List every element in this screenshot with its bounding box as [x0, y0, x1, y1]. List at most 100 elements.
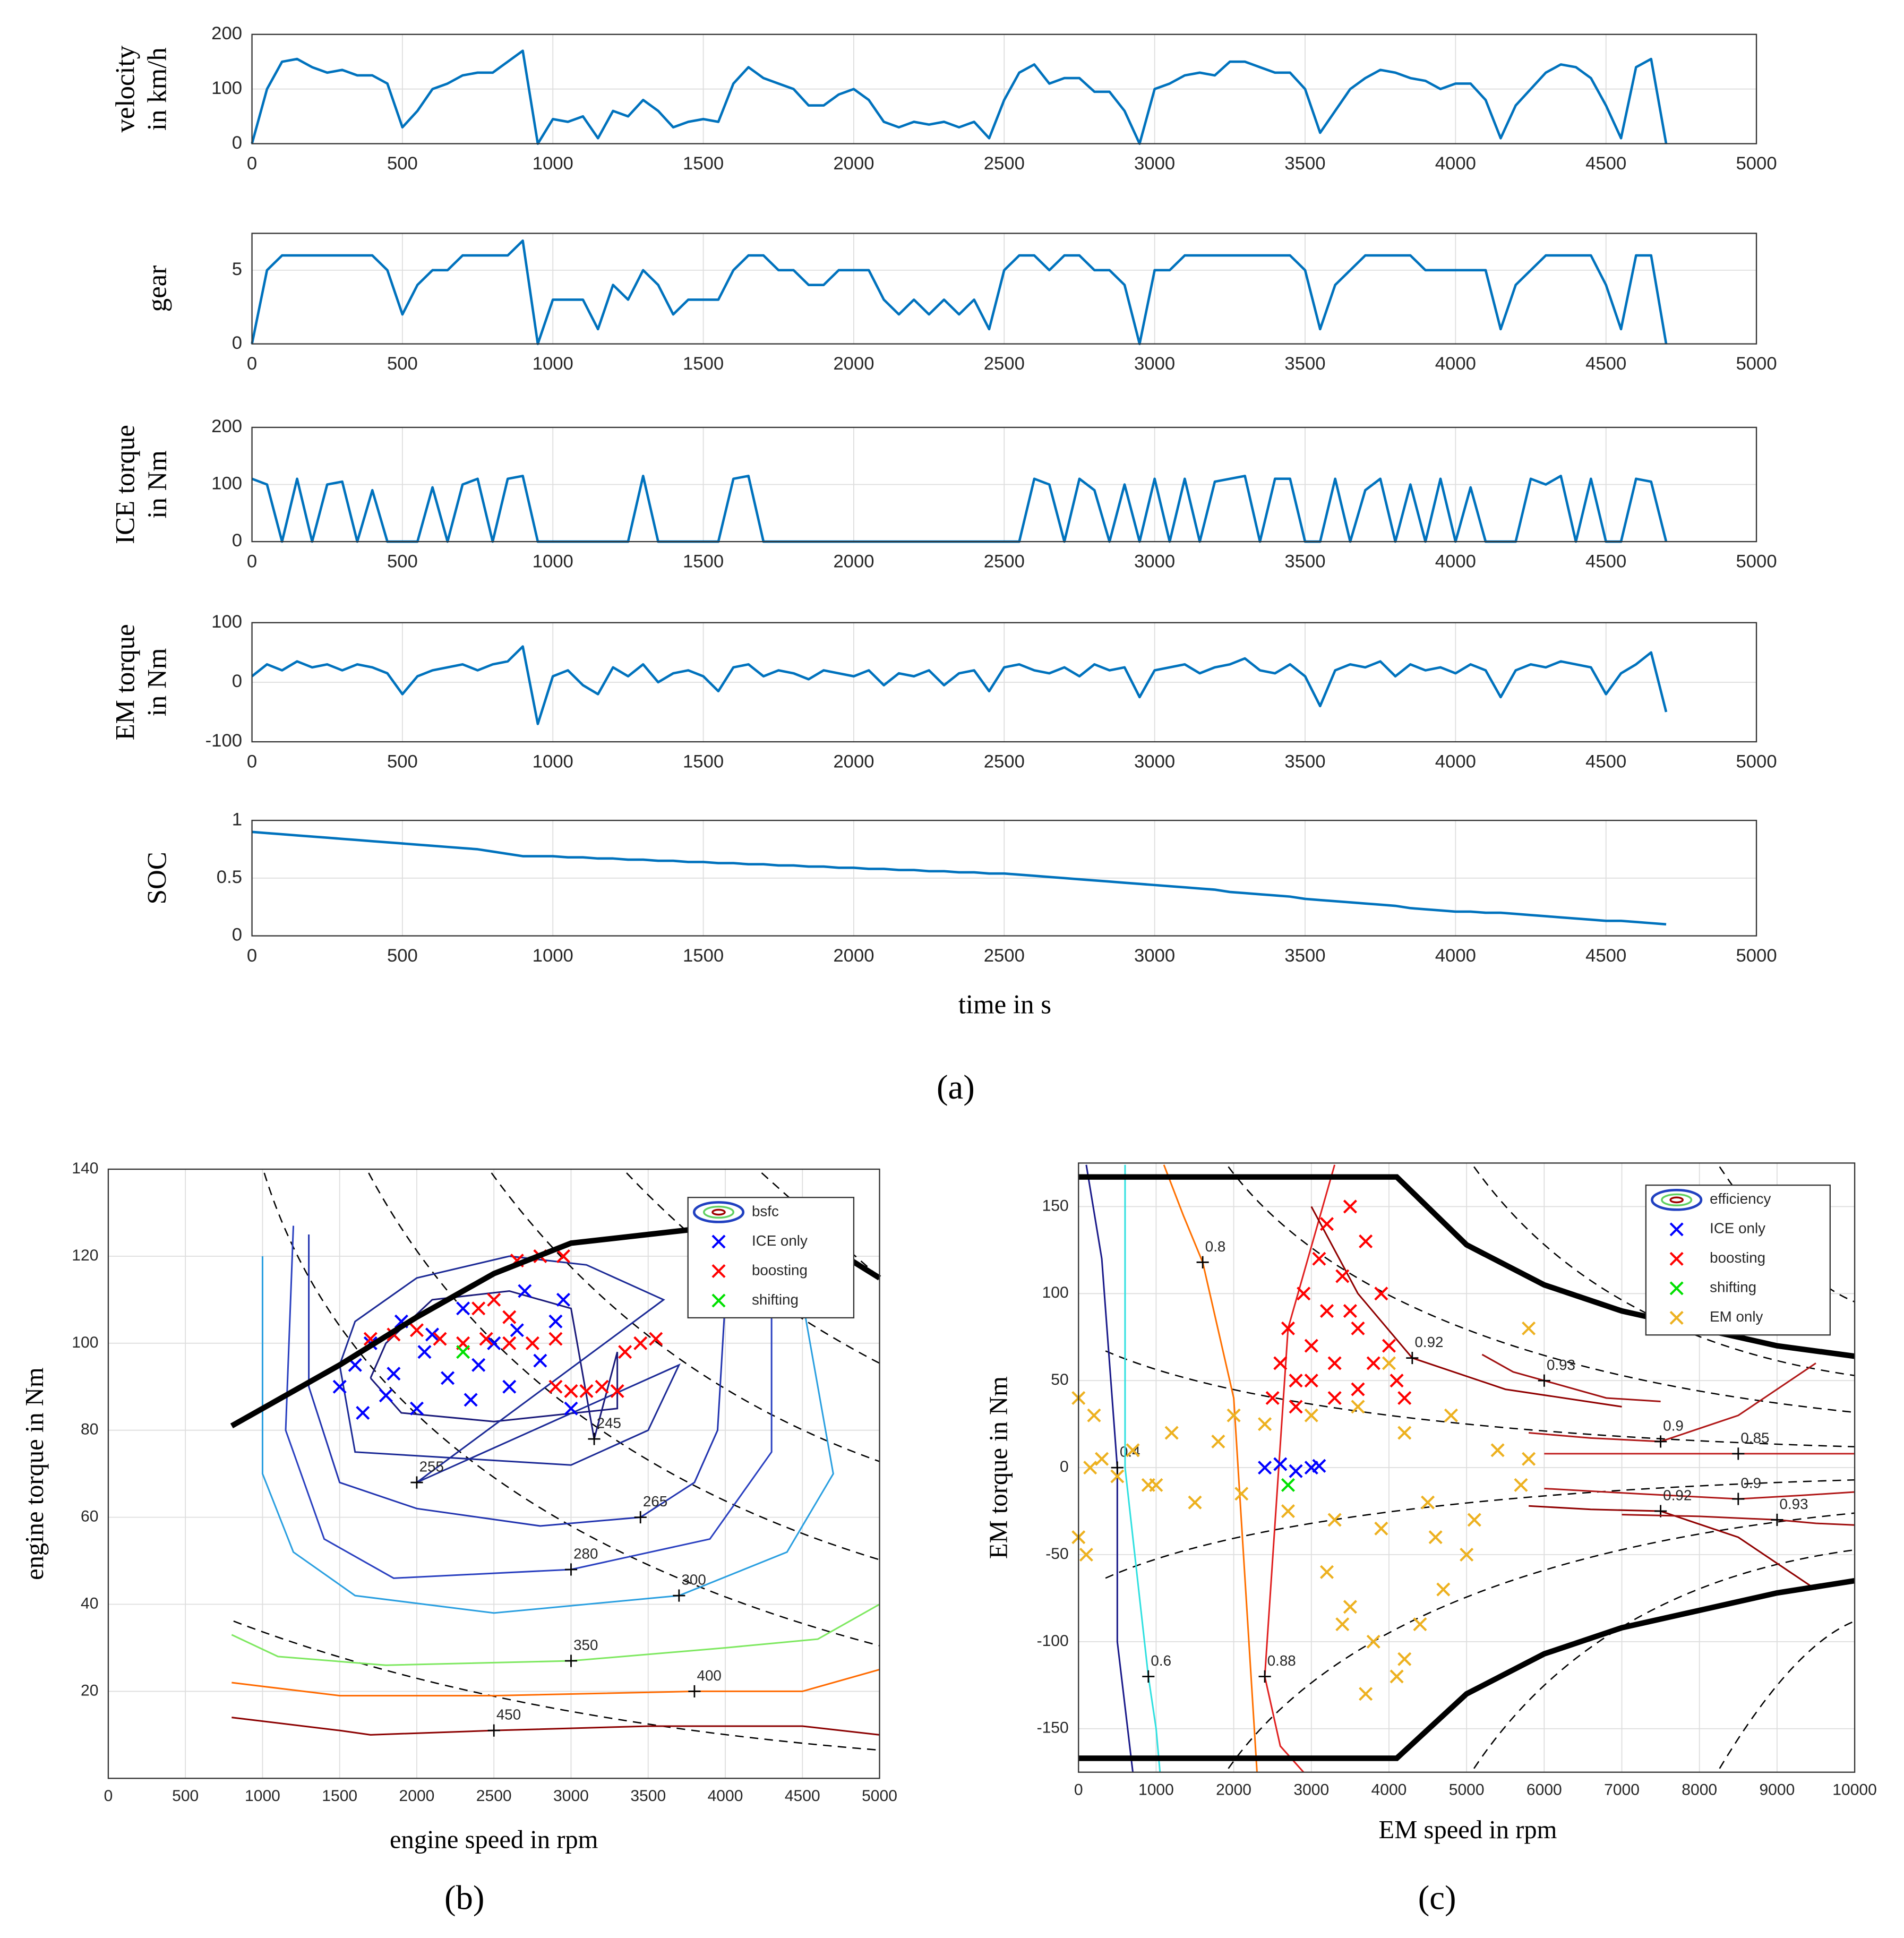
x-tick-label: 2500: [984, 153, 1025, 174]
x-tick-label: 4000: [1435, 946, 1476, 966]
y-tick-label: 140: [72, 1160, 98, 1177]
contour-label: 350: [573, 1637, 598, 1653]
data-line: [251, 239, 1668, 345]
contour-marker: [1142, 1670, 1155, 1683]
legend-icon: [692, 1201, 745, 1223]
x-tick-label: 3500: [1284, 354, 1325, 374]
contour-marker: [1111, 1461, 1123, 1474]
x-axis-label: time in s: [958, 990, 1051, 1019]
y-tick-label: 60: [81, 1508, 98, 1525]
x-tick-label: 500: [387, 752, 418, 772]
x-axis-label: engine speed in rpm: [390, 1825, 598, 1854]
scatter-point: [433, 1332, 447, 1346]
scatter-point: [1397, 1652, 1412, 1666]
x-tick-label: 1000: [533, 752, 573, 772]
x-tick-label: 1500: [683, 354, 724, 374]
scatter-point: [1289, 1400, 1303, 1414]
x-tick-label: 2000: [833, 354, 874, 374]
scatter-point: [1188, 1495, 1202, 1510]
x-tick-label: 5000: [1736, 752, 1777, 772]
x-tick-label: 5000: [1736, 354, 1777, 374]
x-tick-label: 3000: [1134, 752, 1175, 772]
scatter-point: [1413, 1617, 1427, 1632]
scatter-point: [356, 1405, 370, 1420]
scatter-point: [618, 1345, 632, 1359]
legend-label: shifting: [1710, 1279, 1756, 1296]
contour-marker: [1406, 1352, 1419, 1365]
y-tick-label: 0.5: [217, 867, 242, 887]
scatter-point: [1273, 1457, 1288, 1471]
x-tick-label: 1000: [533, 552, 573, 572]
y-tick-label: 50: [1051, 1371, 1068, 1388]
y-tick-label: 120: [72, 1247, 98, 1264]
contour-marker: [564, 1563, 578, 1576]
contour-marker: [673, 1589, 685, 1602]
x-tick-label: 1500: [322, 1787, 357, 1805]
y-tick-label: 80: [81, 1421, 98, 1438]
scatter-point: [1421, 1495, 1435, 1510]
contour-marker: [487, 1724, 500, 1737]
axes-frame: [251, 426, 1757, 543]
contour-label: 0.6: [1151, 1652, 1171, 1669]
x-tick-label: 4500: [1585, 552, 1626, 572]
scatter-point: [1374, 1521, 1388, 1536]
x-tick-label: 4500: [1585, 752, 1626, 772]
scatter-point: [1110, 1469, 1125, 1483]
x-tick-label: 3000: [1134, 946, 1175, 966]
y-tick-label: 1: [232, 809, 242, 829]
x-tick-label: 1000: [245, 1787, 280, 1805]
scatter-point: [387, 1367, 401, 1381]
y-axis-label: SOC: [143, 852, 173, 904]
scatter-point: [1227, 1408, 1241, 1422]
scatter-point: [1289, 1374, 1303, 1388]
scatter-point: [1211, 1434, 1225, 1448]
dashed-line: [491, 1172, 880, 1462]
scatter-point: [332, 1379, 347, 1394]
x-tick-label: 2000: [833, 552, 874, 572]
y-tick-label: -150: [1037, 1719, 1069, 1737]
scatter-point: [1304, 1408, 1318, 1422]
x-tick-label: 3000: [1134, 354, 1175, 374]
scatter-point: [1444, 1408, 1458, 1422]
x-tick-label: 5000: [1736, 153, 1777, 174]
x-tick-label: 0: [1074, 1781, 1083, 1798]
x-tick-label: 3000: [553, 1787, 589, 1805]
contour-label: 255: [419, 1459, 444, 1475]
axes-frame: [251, 233, 1757, 345]
scatter-point: [556, 1249, 571, 1263]
contour-label: 0.92: [1663, 1487, 1692, 1504]
caption: (b): [444, 1879, 484, 1917]
scatter-point: [1312, 1459, 1326, 1473]
scatter-point: [633, 1336, 648, 1350]
dashed-line: [626, 1172, 880, 1364]
x-tick-label: 2500: [984, 552, 1025, 572]
scatter-point: [548, 1332, 563, 1346]
axes-frame: [251, 33, 1757, 144]
x-tick-label: 0: [104, 1787, 113, 1805]
x-tick-label: 0: [247, 946, 257, 966]
scatter-point: [510, 1323, 524, 1337]
x-tick-label: 2500: [984, 946, 1025, 966]
legend-marker: [1669, 1251, 1684, 1266]
scatter-point: [379, 1388, 393, 1403]
contour-line: [231, 1668, 880, 1697]
scatter-point: [1436, 1582, 1451, 1597]
y-tick-label: 100: [211, 474, 242, 494]
scatter-point: [579, 1384, 594, 1399]
x-tick-label: 3500: [1284, 552, 1325, 572]
x-tick-label: 1500: [683, 752, 724, 772]
x-tick-label: 5000: [1449, 1781, 1485, 1798]
legend-label: EM only: [1710, 1308, 1763, 1325]
y-tick-label: -100: [205, 731, 242, 751]
x-tick-label: 1000: [1138, 1781, 1174, 1798]
legend-marker: [711, 1264, 726, 1279]
legend-label: shifting: [752, 1291, 799, 1308]
max-torque-line: [1078, 1174, 1855, 1359]
x-tick-label: 3500: [1284, 946, 1325, 966]
scatter-point: [1467, 1513, 1481, 1527]
y-tick-label: 0: [1060, 1458, 1069, 1476]
scatter-point: [556, 1292, 571, 1307]
x-tick-label: 4000: [1435, 153, 1476, 174]
contour-marker: [634, 1511, 647, 1524]
